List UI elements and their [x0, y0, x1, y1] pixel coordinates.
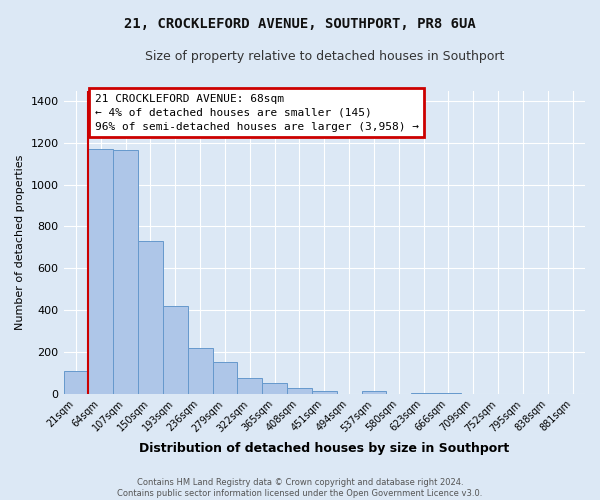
Text: Contains HM Land Registry data © Crown copyright and database right 2024.
Contai: Contains HM Land Registry data © Crown c… [118, 478, 482, 498]
Bar [188, 348, 212, 394]
Bar [113, 150, 138, 394]
Bar [238, 378, 262, 394]
Bar [287, 388, 312, 394]
X-axis label: Distribution of detached houses by size in Southport: Distribution of detached houses by size … [139, 442, 509, 455]
Bar [262, 384, 287, 394]
Bar [163, 306, 188, 394]
Bar [88, 149, 113, 394]
Bar [138, 241, 163, 394]
Text: 21, CROCKLEFORD AVENUE, SOUTHPORT, PR8 6UA: 21, CROCKLEFORD AVENUE, SOUTHPORT, PR8 6… [124, 18, 476, 32]
Bar [212, 362, 238, 394]
Bar [411, 393, 436, 394]
Bar [64, 371, 88, 394]
Text: 21 CROCKLEFORD AVENUE: 68sqm
← 4% of detached houses are smaller (145)
96% of se: 21 CROCKLEFORD AVENUE: 68sqm ← 4% of det… [95, 94, 419, 132]
Bar [436, 393, 461, 394]
Bar [362, 390, 386, 394]
Bar [312, 390, 337, 394]
Title: Size of property relative to detached houses in Southport: Size of property relative to detached ho… [145, 50, 504, 63]
Y-axis label: Number of detached properties: Number of detached properties [15, 154, 25, 330]
